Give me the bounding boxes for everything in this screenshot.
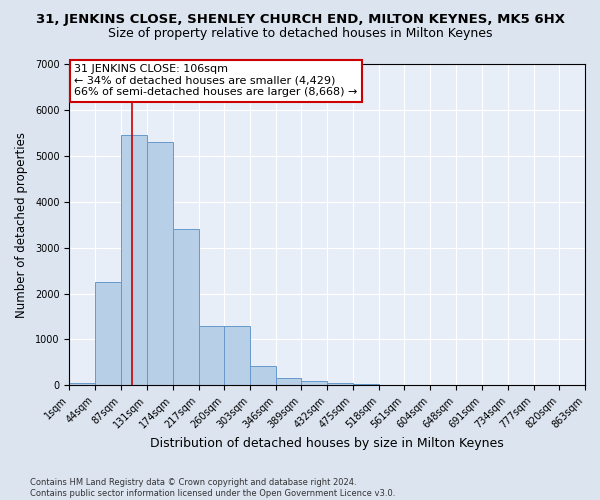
Bar <box>353 384 379 386</box>
Text: 31 JENKINS CLOSE: 106sqm
← 34% of detached houses are smaller (4,429)
66% of sem: 31 JENKINS CLOSE: 106sqm ← 34% of detach… <box>74 64 358 97</box>
Bar <box>95 282 121 386</box>
X-axis label: Distribution of detached houses by size in Milton Keynes: Distribution of detached houses by size … <box>150 437 504 450</box>
Bar <box>147 142 173 386</box>
Bar <box>379 384 404 386</box>
Bar <box>250 366 275 386</box>
Bar <box>173 230 199 386</box>
Bar <box>301 380 327 386</box>
Bar <box>199 326 224 386</box>
Y-axis label: Number of detached properties: Number of detached properties <box>15 132 28 318</box>
Bar <box>224 326 250 386</box>
Text: 31, JENKINS CLOSE, SHENLEY CHURCH END, MILTON KEYNES, MK5 6HX: 31, JENKINS CLOSE, SHENLEY CHURCH END, M… <box>35 12 565 26</box>
Text: Contains HM Land Registry data © Crown copyright and database right 2024.
Contai: Contains HM Land Registry data © Crown c… <box>30 478 395 498</box>
Bar <box>275 378 301 386</box>
Bar <box>121 135 147 386</box>
Text: Size of property relative to detached houses in Milton Keynes: Size of property relative to detached ho… <box>108 28 492 40</box>
Bar <box>69 383 95 386</box>
Bar <box>327 383 353 386</box>
